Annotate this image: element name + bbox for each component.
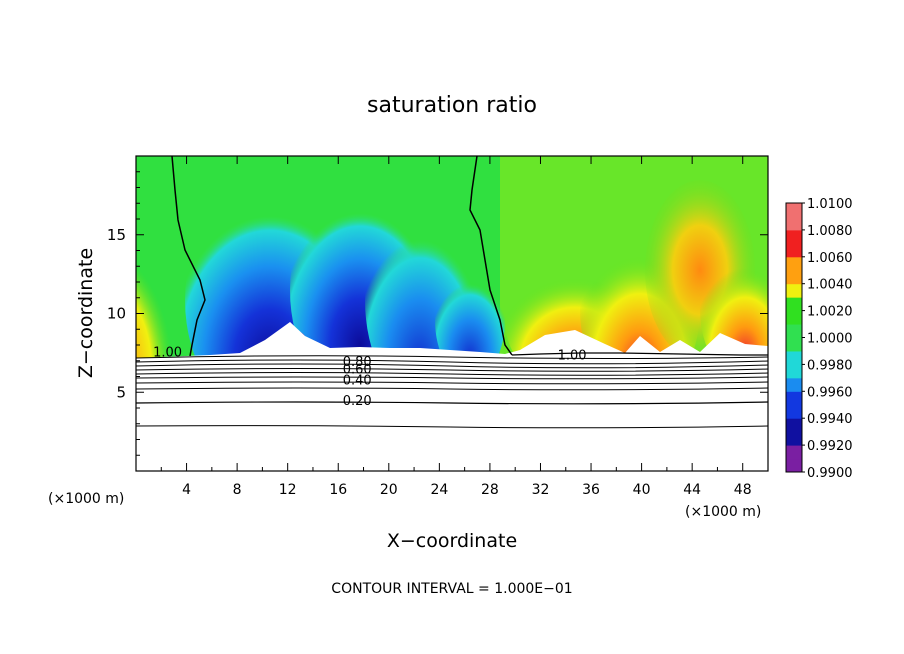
colorbar-segment: [786, 377, 802, 392]
x-axis-ticks: 4 8 12 16 20 24 28 32 36 40 44 48: [160, 156, 752, 498]
x-tick-label: 16: [329, 482, 347, 498]
x-tick-label: 28: [481, 482, 499, 498]
colorbar-segment: [786, 337, 802, 352]
contour-interval-note: CONTOUR INTERVAL = 1.000E−01: [331, 581, 572, 597]
colorbar: [785, 202, 803, 473]
colorbar-segment: [786, 404, 802, 419]
x-tick-label: 12: [279, 482, 297, 498]
x-tick-label: 44: [683, 482, 701, 498]
x-axis-label: X−coordinate: [387, 530, 517, 552]
colorbar-label: 0.9900: [807, 466, 853, 481]
chart-title: saturation ratio: [367, 93, 537, 118]
colorbar-label: 1.0080: [807, 224, 853, 239]
colorbar-segment: [786, 324, 802, 338]
x-unit-left: (×1000 m): [48, 491, 124, 507]
colorbar-segment: [786, 203, 802, 217]
colorbar-label: 1.0060: [807, 251, 853, 266]
colorbar-label: 1.0020: [807, 305, 853, 320]
x-unit-right: (×1000 m): [685, 504, 761, 520]
colorbar-segment: [786, 418, 802, 433]
contour-label: 1.00: [558, 348, 587, 363]
contour-label: 0.60: [343, 363, 372, 378]
contour-labels: 1.00 1.00 0.800.600.40 0.20: [153, 345, 586, 409]
colorbar-segment: [786, 229, 802, 244]
colorbar-segment: [786, 297, 802, 312]
colorbar-segment: [786, 364, 802, 379]
colorbar-segment: [786, 431, 802, 446]
colorbar-segment: [786, 350, 802, 365]
colorbar-label: 1.0000: [807, 332, 853, 347]
contour-label: 1.00: [153, 345, 182, 360]
colorbar-label: 0.9980: [807, 358, 853, 373]
x-tick-label: 40: [633, 482, 651, 498]
y-tick-label: 10: [107, 305, 126, 323]
x-tick-label: 48: [734, 482, 752, 498]
colorbar-label: 1.0100: [807, 197, 853, 212]
colorbar-segment: [786, 391, 802, 406]
y-tick-label: 15: [107, 226, 126, 244]
colorbar-segment: [786, 270, 802, 285]
colorbar-segment: [786, 256, 802, 271]
heatmap-field: [136, 156, 768, 471]
y-axis-label: Z−coordinate: [75, 248, 97, 378]
colorbar-segment: [786, 458, 802, 473]
contour-label: 0.80: [343, 355, 372, 370]
colorbar-segment: [786, 283, 802, 298]
colorbar-label: 0.9960: [807, 385, 853, 400]
colorbar-segment: [786, 445, 802, 460]
colorbar-labels: 1.0100 1.0080 1.0060 1.0040 1.0020 1.0000 0.99…: [802, 197, 853, 481]
x-tick-label: 4: [182, 482, 191, 498]
colorbar-label: 0.9940: [807, 412, 853, 427]
x-tick-label: 8: [233, 482, 242, 498]
x-tick-label: 32: [532, 482, 550, 498]
x-tick-label: 36: [582, 482, 600, 498]
colorbar-segment: [786, 243, 802, 258]
colorbar-segment: [786, 310, 802, 325]
colorbar-label: 1.0040: [807, 278, 853, 293]
y-tick-label: 5: [116, 383, 126, 401]
x-tick-label: 20: [380, 482, 398, 498]
x-tick-label: 24: [430, 482, 448, 498]
contour-label: 0.20: [343, 394, 372, 409]
y-axis-ticks: 5 10 15: [107, 171, 768, 456]
colorbar-label: 0.9920: [807, 439, 853, 454]
contour-label: 0.40: [343, 374, 372, 389]
colorbar-segment: [786, 216, 802, 231]
